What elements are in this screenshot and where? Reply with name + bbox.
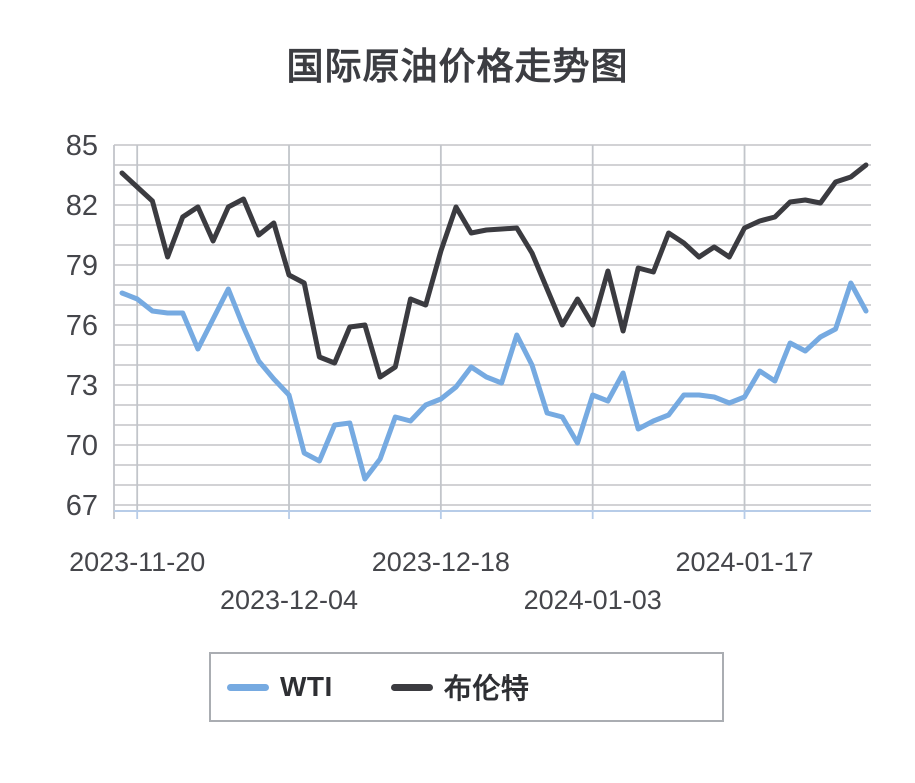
- wti-price-line: [119, 280, 869, 482]
- chart-title: 国际原油价格走势图: [286, 46, 629, 87]
- brent-price-line: [119, 162, 869, 380]
- y-axis-tick-label: 82: [66, 190, 98, 222]
- x-axis-tick-label: 2023-12-04: [220, 585, 358, 615]
- x-axis-tick-label: 2024-01-17: [675, 547, 813, 577]
- y-axis-tick-label: 85: [66, 130, 98, 162]
- brent-line-swatch-icon: [390, 683, 433, 691]
- legend-item-brent[interactable]: 布伦特: [390, 667, 530, 707]
- x-axis-tick-label: 2023-11-20: [69, 547, 205, 577]
- wti-line-swatch-icon: [227, 683, 269, 691]
- x-axis-tick-label: 2024-01-03: [524, 585, 662, 615]
- chart-legend: WTI 布伦特: [209, 652, 724, 722]
- y-axis-tick-label: 70: [66, 430, 98, 462]
- price-trend-chart: 67 70 73 76 79 82 85 2023-11-20 2023-12-04 2023-1…: [66, 130, 871, 615]
- y-axis-tick-label: 67: [66, 490, 98, 522]
- legend-label-brent: 布伦特: [443, 673, 530, 704]
- legend-item-wti[interactable]: WTI: [227, 671, 333, 703]
- y-axis-tick-label: 76: [66, 310, 98, 342]
- y-axis-tick-label: 79: [66, 250, 98, 282]
- y-axis-tick-label: 73: [66, 370, 98, 402]
- x-axis-tick-label: 2023-12-18: [372, 547, 510, 577]
- legend-label-wti: WTI: [280, 671, 333, 702]
